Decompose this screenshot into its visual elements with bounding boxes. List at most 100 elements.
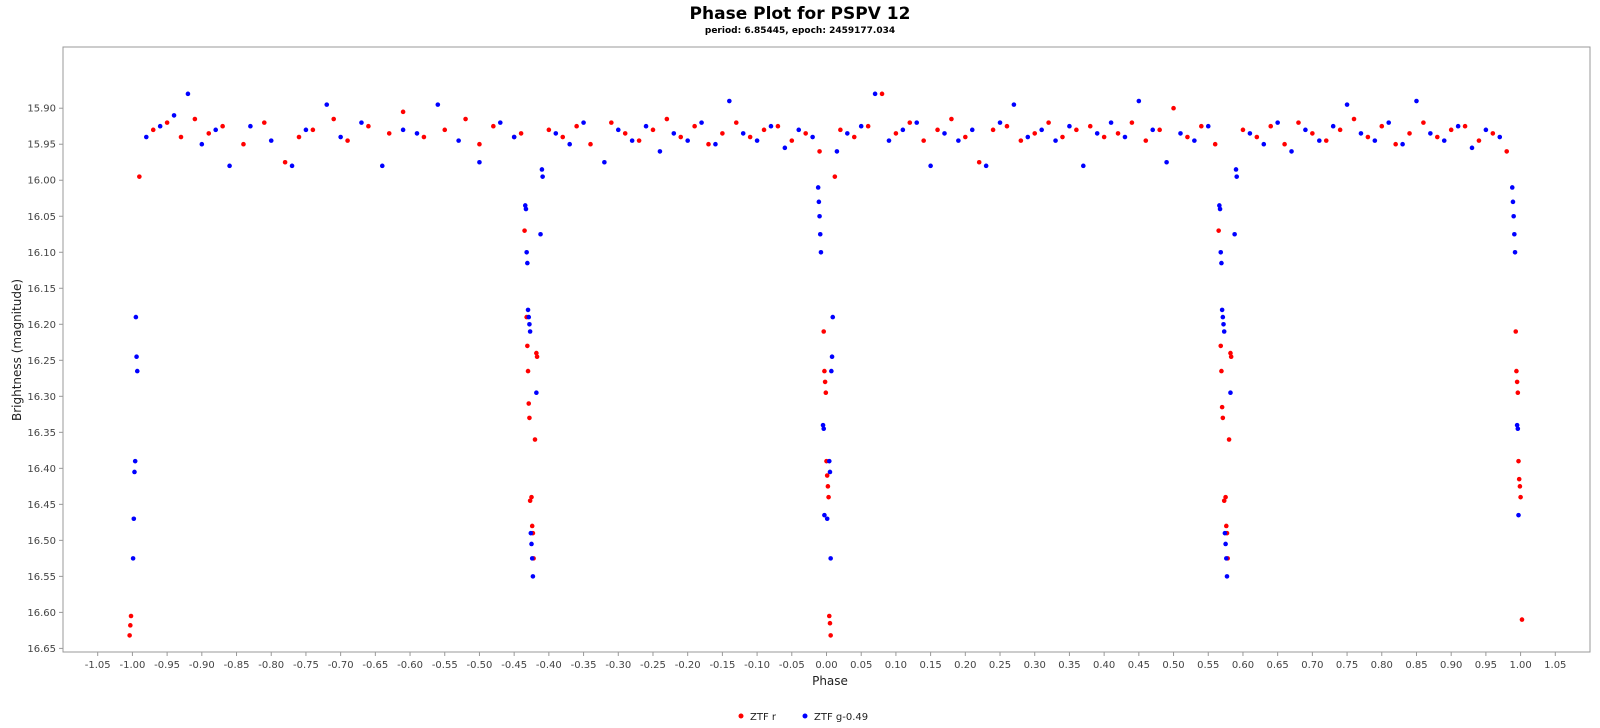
data-point-ztf-g bbox=[1221, 321, 1226, 327]
data-point-ztf-g bbox=[643, 123, 649, 129]
data-point-ztf-r bbox=[1087, 123, 1093, 129]
data-point-ztf-r bbox=[822, 379, 828, 385]
data-point-ztf-g bbox=[525, 307, 531, 313]
data-point-ztf-g bbox=[983, 163, 989, 169]
data-point-ztf-g bbox=[817, 213, 822, 219]
data-point-ztf-g bbox=[1515, 426, 1521, 432]
data-point-ztf-r bbox=[534, 350, 539, 356]
data-point-ztf-g bbox=[1217, 206, 1223, 212]
legend: ZTF r ZTF g-0.49 bbox=[738, 712, 868, 723]
data-point-ztf-r bbox=[128, 613, 134, 619]
data-point-ztf-r bbox=[761, 127, 767, 133]
data-point-ztf-g bbox=[1509, 185, 1515, 190]
data-point-ztf-r bbox=[865, 123, 871, 129]
data-point-ztf-r bbox=[803, 131, 808, 136]
data-point-ztf-g bbox=[914, 120, 920, 125]
data-point-ztf-g bbox=[796, 127, 802, 133]
data-point-ztf-r bbox=[1004, 123, 1010, 129]
data-point-ztf-r bbox=[527, 498, 533, 504]
data-point-ztf-g bbox=[435, 102, 441, 107]
data-point-ztf-g bbox=[134, 368, 140, 374]
data-point-ztf-r bbox=[241, 141, 246, 147]
data-point-ztf-g bbox=[997, 120, 1003, 125]
x-tick-label: 0.15 bbox=[919, 660, 941, 671]
data-point-ztf-r bbox=[678, 134, 684, 140]
x-tick-label: 0.25 bbox=[989, 660, 1011, 671]
data-point-ztf-g bbox=[872, 91, 878, 97]
x-tick-label: -1.00 bbox=[119, 660, 145, 671]
data-point-ztf-r bbox=[1513, 329, 1519, 334]
x-tick-label: 1.00 bbox=[1509, 660, 1531, 671]
data-point-ztf-g bbox=[671, 131, 677, 136]
data-point-ztf-r bbox=[178, 134, 184, 140]
data-point-ztf-g bbox=[826, 458, 832, 464]
data-point-ztf-g bbox=[1223, 541, 1228, 547]
data-point-ztf-g bbox=[527, 329, 533, 334]
data-point-ztf-r bbox=[1228, 350, 1233, 356]
data-point-ztf-g bbox=[886, 138, 892, 143]
x-tick-label: -0.60 bbox=[397, 660, 423, 671]
chart-subtitle: period: 6.85445, epoch: 2459177.034 bbox=[705, 26, 895, 36]
data-point-ztf-r bbox=[935, 127, 940, 133]
data-point-ztf-g bbox=[1455, 123, 1461, 129]
data-point-ztf-r bbox=[128, 623, 133, 628]
legend-swatch-ztf-r bbox=[738, 713, 744, 719]
y-tick-label: 16.30 bbox=[27, 392, 56, 403]
data-point-ztf-g bbox=[132, 458, 138, 464]
x-tick-label: 0.00 bbox=[815, 660, 837, 671]
data-point-ztf-g bbox=[1232, 231, 1237, 237]
data-point-ztf-r bbox=[1516, 458, 1521, 464]
data-point-ztf-r bbox=[1219, 404, 1225, 410]
data-point-ztf-g bbox=[539, 167, 545, 172]
data-point-ztf-g bbox=[827, 469, 833, 475]
data-point-ztf-r bbox=[1171, 105, 1176, 111]
data-point-ztf-g bbox=[942, 131, 947, 136]
data-point-ztf-g bbox=[1344, 102, 1350, 107]
data-point-ztf-g bbox=[131, 516, 137, 522]
data-point-ztf-g bbox=[1386, 120, 1392, 125]
x-tick-label: 0.05 bbox=[850, 660, 872, 671]
data-point-ztf-r bbox=[893, 131, 899, 136]
y-tick-label: 16.55 bbox=[27, 572, 56, 583]
y-tick-label: 16.25 bbox=[27, 356, 56, 367]
data-point-ztf-g bbox=[132, 469, 137, 475]
data-point-ztf-g bbox=[157, 123, 163, 129]
data-point-ztf-g bbox=[527, 321, 532, 327]
data-point-ztf-g bbox=[602, 159, 607, 165]
data-point-ztf-r bbox=[976, 159, 982, 165]
legend-swatch-ztf-g bbox=[802, 713, 808, 719]
data-point-ztf-r bbox=[1282, 141, 1287, 147]
x-tick-label: 0.50 bbox=[1162, 660, 1184, 671]
data-point-ztf-g bbox=[133, 314, 139, 320]
data-point-ztf-r bbox=[529, 494, 534, 500]
data-point-ztf-g bbox=[1510, 199, 1516, 205]
data-point-ztf-g bbox=[900, 127, 906, 133]
data-point-ztf-r bbox=[692, 123, 697, 129]
data-point-ztf-r bbox=[331, 116, 337, 122]
data-point-ztf-r bbox=[1219, 368, 1224, 374]
data-point-ztf-g bbox=[1081, 163, 1086, 169]
data-point-ztf-r bbox=[366, 123, 371, 129]
data-point-ztf-g bbox=[227, 163, 232, 169]
x-tick-label: 0.40 bbox=[1093, 660, 1115, 671]
data-point-ztf-r bbox=[532, 437, 538, 442]
data-point-ztf-g bbox=[1261, 141, 1267, 147]
data-point-ztf-g bbox=[289, 163, 295, 169]
y-tick-label: 16.00 bbox=[27, 176, 56, 187]
data-point-ztf-r bbox=[1490, 131, 1496, 136]
x-tick-label: 0.60 bbox=[1232, 660, 1254, 671]
data-point-ztf-g bbox=[524, 249, 529, 255]
x-tick-label: 0.95 bbox=[1475, 660, 1497, 671]
data-point-ztf-r bbox=[421, 134, 427, 140]
data-point-ztf-g bbox=[818, 249, 824, 255]
data-point-ztf-g bbox=[969, 127, 975, 133]
data-point-ztf-g bbox=[1414, 98, 1419, 104]
data-point-ztf-r bbox=[1421, 120, 1426, 125]
data-point-ztf-r bbox=[282, 159, 288, 165]
data-point-ztf-r bbox=[775, 123, 781, 129]
data-point-ztf-g bbox=[134, 354, 139, 360]
data-point-ztf-r bbox=[261, 120, 267, 125]
data-point-ztf-g bbox=[858, 123, 864, 129]
data-point-ztf-r bbox=[525, 368, 531, 374]
data-point-ztf-r bbox=[706, 141, 711, 147]
